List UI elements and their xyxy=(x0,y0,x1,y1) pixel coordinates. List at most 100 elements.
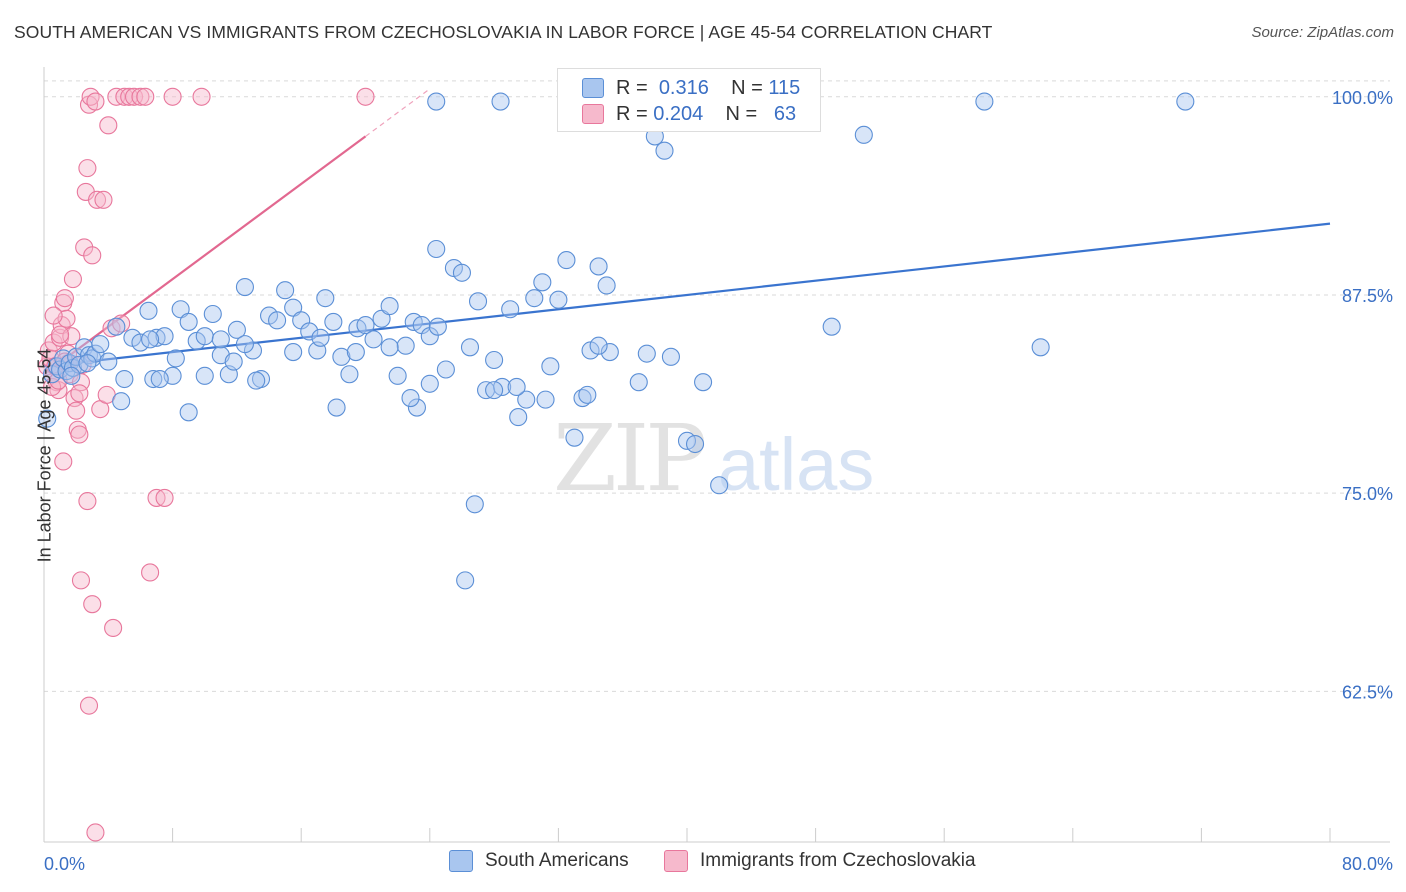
south-american-point-103 xyxy=(600,343,619,362)
south-american-point-123 xyxy=(235,335,254,354)
czechoslovakia-point-53 xyxy=(79,696,99,715)
y-tick-label-3: 100.0% xyxy=(1332,88,1393,108)
south-american-point-119 xyxy=(491,92,510,111)
bottom-legend-south-americans: South Americans xyxy=(449,850,629,872)
trend-line-czechoslovakia-extension xyxy=(365,88,431,137)
south-american-point-32 xyxy=(235,278,254,297)
south-american-point-24 xyxy=(171,300,190,319)
bottom-legend-swatch-pink xyxy=(664,850,688,872)
south-american-point-94 xyxy=(247,371,266,390)
south-american-point-40 xyxy=(300,322,319,341)
south-american-point-93 xyxy=(224,352,243,371)
czechoslovakia-point-56 xyxy=(51,325,70,344)
czechoslovakia-point-25 xyxy=(78,159,97,178)
south-american-point-107 xyxy=(62,366,81,385)
y-tick-label-0: 62.5% xyxy=(1342,682,1393,702)
czechoslovakia-point-55 xyxy=(44,306,63,325)
watermark-atlas: atlas xyxy=(718,423,874,506)
south-american-point-122 xyxy=(141,330,160,349)
czechoslovakia-point-16 xyxy=(63,270,82,289)
south-american-point-28 xyxy=(203,304,222,324)
czechoslovakia-point-58 xyxy=(70,384,89,403)
south-american-point-89 xyxy=(1176,92,1195,111)
south-american-point-114 xyxy=(507,377,526,396)
south-american-point-116 xyxy=(211,330,230,349)
south-american-point-87 xyxy=(854,125,873,144)
south-american-point-60 xyxy=(460,338,480,357)
south-american-point-73 xyxy=(565,428,584,447)
south-american-point-76 xyxy=(589,257,608,276)
south-american-point-51 xyxy=(388,366,407,385)
south-american-point-0 xyxy=(38,409,57,428)
south-american-point-121 xyxy=(655,141,674,160)
grid-lines xyxy=(44,80,1390,692)
south-american-point-124 xyxy=(346,343,365,362)
correlation-legend: R = 0.316 N = 115 R = 0.204 N = 63 xyxy=(557,68,821,132)
south-american-point-67 xyxy=(517,390,536,409)
south-american-point-59 xyxy=(452,263,472,282)
south-american-point-22 xyxy=(155,327,174,346)
legend-swatch-pink xyxy=(582,104,604,124)
south-american-point-117 xyxy=(166,349,185,368)
south-american-point-68 xyxy=(525,289,544,308)
south-american-point-25 xyxy=(179,312,198,331)
czechoslovakia-point-49 xyxy=(54,452,73,471)
czechoslovakia-point-28 xyxy=(83,246,102,265)
south-american-point-100 xyxy=(465,495,484,514)
czechoslovakia-point-45 xyxy=(155,488,174,507)
czechoslovakia-point-43 xyxy=(141,563,160,582)
legend-r-label: R = xyxy=(616,102,648,125)
south-american-point-120 xyxy=(975,92,994,111)
south-american-point-118 xyxy=(427,92,446,111)
y-axis-label: In Labor Force | Age 45-54 xyxy=(34,348,55,563)
south-american-point-47 xyxy=(356,316,375,335)
x-tick-label-1: 80.0% xyxy=(1342,854,1393,874)
bottom-legend-label: South Americans xyxy=(485,850,629,871)
czechoslovakia-point-48 xyxy=(356,87,375,106)
bottom-legend-swatch-blue xyxy=(449,850,473,872)
trend-lines xyxy=(43,88,1331,376)
south-american-point-61 xyxy=(468,292,488,311)
south-american-point-85 xyxy=(710,476,729,495)
czechoslovakia-point-32 xyxy=(94,190,113,209)
south-american-point-106 xyxy=(78,354,97,373)
south-american-point-79 xyxy=(629,373,648,392)
south-american-point-101 xyxy=(536,390,555,409)
south-american-point-104 xyxy=(685,434,705,454)
legend-n-value: 115 xyxy=(768,76,801,99)
y-tick-labels: 62.5% 75.0% 87.5% 100.0% xyxy=(1332,88,1393,703)
south-american-point-113 xyxy=(485,381,504,400)
south-american-point-90 xyxy=(144,369,163,389)
czechoslovakia-point-41 xyxy=(131,87,150,106)
series-czechoslovakia-points xyxy=(38,87,375,842)
legend-r-value: 0.316 xyxy=(658,76,709,99)
south-american-point-45 xyxy=(340,365,359,384)
south-american-point-36 xyxy=(268,311,287,330)
south-american-point-69 xyxy=(533,273,552,292)
legend-n-label: N = xyxy=(731,76,763,99)
south-american-point-115 xyxy=(589,336,608,355)
czechoslovakia-point-50 xyxy=(71,571,91,590)
y-tick-label-2: 87.5% xyxy=(1342,286,1393,306)
trend-line-czechoslovakia xyxy=(43,135,367,376)
south-american-point-108 xyxy=(150,369,169,389)
south-american-point-110 xyxy=(311,328,330,347)
south-american-point-43 xyxy=(324,312,343,331)
watermark: ZIP atlas xyxy=(553,405,874,512)
czechoslovakia-point-18 xyxy=(67,401,86,420)
south-american-point-82 xyxy=(661,347,680,366)
south-american-point-99 xyxy=(456,571,475,590)
czechoslovakia-point-38 xyxy=(115,87,134,106)
south-american-point-92 xyxy=(195,366,214,385)
czechoslovakia-point-30 xyxy=(87,190,107,209)
south-american-point-37 xyxy=(276,281,295,300)
czechoslovakia-point-20 xyxy=(70,425,89,444)
south-american-point-98 xyxy=(427,239,446,259)
south-american-point-14 xyxy=(91,335,110,354)
czechoslovakia-point-59 xyxy=(78,492,97,511)
czechoslovakia-point-29 xyxy=(86,92,105,111)
south-american-point-44 xyxy=(332,347,351,366)
legend-swatch-blue xyxy=(582,78,604,98)
bottom-legend-label: Immigrants from Czechoslovakia xyxy=(700,850,976,871)
south-american-point-86 xyxy=(822,317,841,336)
